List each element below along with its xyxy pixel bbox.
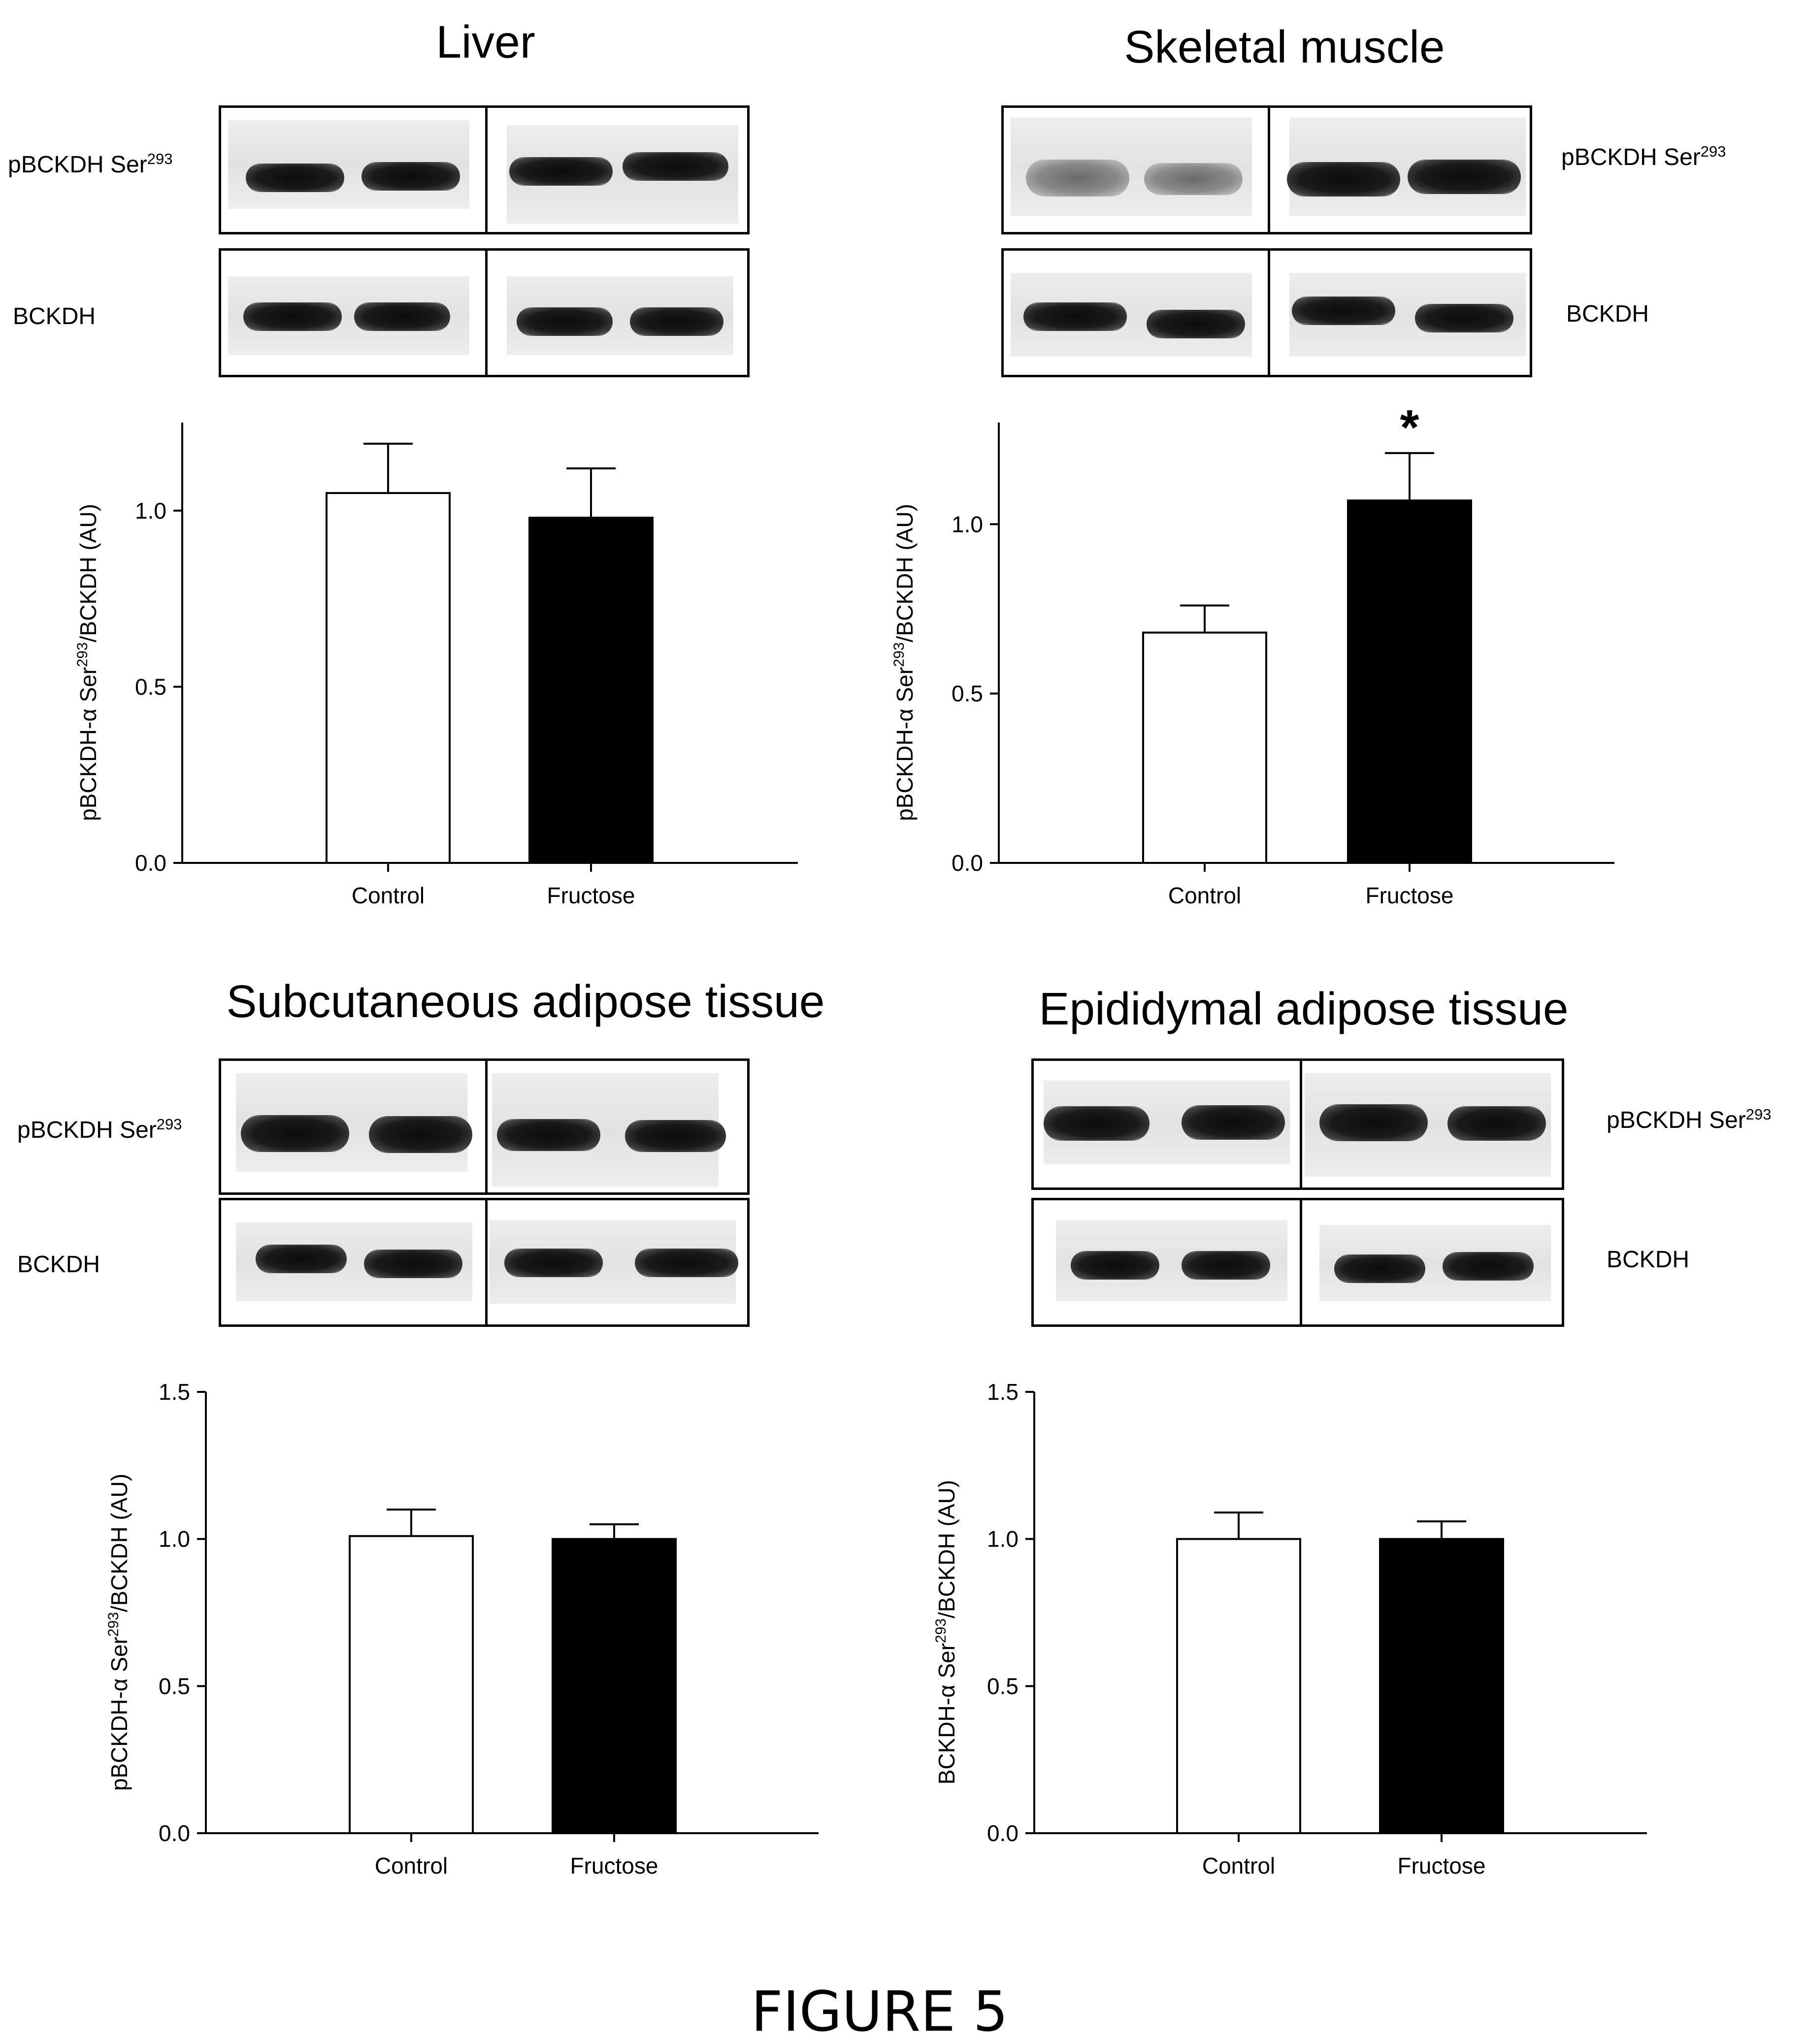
y-tick-label: 0.5 — [987, 1673, 1018, 1699]
subcutaneous-phospho-label: pBCKDH Ser293 — [17, 1116, 182, 1143]
blot-band — [241, 1115, 349, 1152]
subcutaneous-total-label: BCKDH — [17, 1252, 100, 1278]
blot-band — [1182, 1251, 1270, 1280]
blot-band — [364, 1250, 462, 1278]
liver-phospho-blot — [219, 105, 750, 234]
blot-band — [509, 157, 613, 186]
blot-band — [354, 302, 450, 331]
blot-band — [1287, 162, 1400, 197]
blot-band — [1144, 163, 1243, 195]
significance-marker: * — [1400, 400, 1419, 455]
x-tick-label: Control — [352, 883, 425, 908]
y-axis-label: pBCKDH-α Ser293/BCKDH (AU) — [891, 504, 918, 821]
x-tick-label: Fructose — [1398, 1853, 1486, 1879]
blot-band — [1334, 1254, 1425, 1283]
blot-band — [623, 152, 728, 181]
bar-fructose — [552, 1538, 677, 1835]
epididymal-total-blot — [1031, 1198, 1564, 1327]
bar-control — [1176, 1538, 1301, 1835]
blot-band — [1443, 1252, 1534, 1281]
y-tick-label: 0.5 — [135, 674, 166, 699]
blot-band — [369, 1116, 472, 1153]
blot-band — [1319, 1104, 1428, 1141]
blot-band — [1023, 302, 1127, 331]
y-axis-label: pBCKDH-α Ser293/BCKDH (AU) — [105, 1474, 132, 1791]
muscle-phospho-label: pBCKDH Ser293 — [1561, 143, 1726, 170]
blot-band — [1415, 304, 1513, 332]
blot-band — [361, 162, 460, 191]
blot-band — [1026, 160, 1129, 197]
blot-band — [504, 1249, 603, 1277]
bar-fructose — [1379, 1538, 1504, 1835]
blot-band — [630, 307, 723, 336]
muscle-total-blot — [1001, 248, 1532, 377]
x-tick-label: Control — [375, 1853, 448, 1879]
blot-band — [1292, 297, 1395, 325]
panel-title-skeletal-muscle: Skeletal muscle — [1124, 21, 1445, 72]
blot-band — [635, 1249, 738, 1277]
liver-total-label: BCKDH — [13, 303, 96, 330]
x-tick-label: Fructose — [570, 1853, 658, 1879]
blot-band — [625, 1120, 726, 1152]
y-tick-label: 0.5 — [952, 681, 983, 706]
x-tick-label: Control — [1168, 883, 1241, 908]
liver-phospho-label: pBCKDH Ser293 — [8, 150, 173, 178]
y-tick-label: 0.0 — [135, 850, 166, 876]
bar-control — [326, 492, 451, 864]
y-tick-label: 0.0 — [987, 1820, 1018, 1846]
blot-band — [256, 1245, 347, 1273]
panel-title-subcutaneous-adipose: Subcutaneous adipose tissue — [226, 976, 825, 1027]
y-axis-label: BCKDH-α Ser293/BCKDH (AU) — [933, 1480, 959, 1785]
bar-fructose — [528, 517, 654, 864]
blot-band — [1071, 1251, 1159, 1280]
y-tick-label: 0.5 — [159, 1673, 190, 1699]
y-tick-label: 1.0 — [135, 498, 166, 524]
subcutaneous-phospho-blot — [219, 1058, 750, 1195]
y-tick-label: 1.0 — [952, 511, 983, 537]
blot-band — [1408, 160, 1521, 194]
y-tick-label: 1.0 — [159, 1526, 190, 1552]
blot-band — [1044, 1106, 1150, 1141]
bar-control — [1142, 631, 1267, 864]
blot-band — [246, 164, 344, 192]
x-tick-label: Control — [1202, 1853, 1275, 1879]
bar-control — [349, 1535, 474, 1834]
epididymal-total-label: BCKDH — [1607, 1247, 1690, 1273]
epididymal-phospho-blot — [1031, 1058, 1564, 1190]
liver-total-blot — [219, 248, 750, 377]
y-axis-label: pBCKDH-α Ser293/BCKDH (AU) — [74, 504, 101, 821]
blot-band — [1447, 1106, 1546, 1141]
blot-band — [1182, 1105, 1285, 1140]
blot-band — [1147, 310, 1245, 338]
epididymal-phospho-label: pBCKDH Ser293 — [1607, 1106, 1772, 1133]
y-tick-label: 0.0 — [952, 850, 983, 876]
subcutaneous-total-blot — [219, 1198, 750, 1327]
y-tick-label: 1.0 — [987, 1526, 1018, 1552]
y-tick-label: 1.5 — [987, 1379, 1018, 1405]
muscle-total-label: BCKDH — [1566, 301, 1649, 327]
blot-band — [497, 1119, 600, 1151]
x-tick-label: Fructose — [1366, 883, 1454, 908]
blot-band — [243, 302, 342, 331]
bar-fructose — [1347, 499, 1472, 864]
panel-title-epididymal-adipose: Epididymal adipose tissue — [1039, 983, 1569, 1034]
figure-caption: FIGURE 5 — [751, 1980, 1008, 2044]
y-tick-label: 0.0 — [159, 1820, 190, 1846]
blot-band — [517, 307, 613, 336]
panel-title-liver: Liver — [436, 16, 535, 67]
x-tick-label: Fructose — [547, 883, 635, 908]
y-tick-label: 1.5 — [159, 1379, 190, 1405]
muscle-phospho-blot — [1001, 105, 1532, 234]
